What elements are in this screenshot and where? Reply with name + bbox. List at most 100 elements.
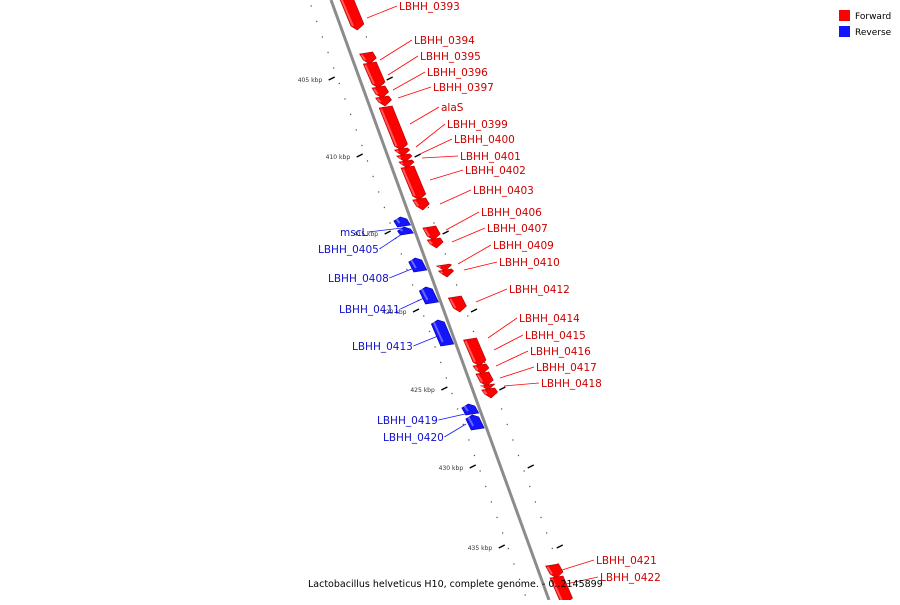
gene-label-lbhh-0419[interactable]: LBHH_0419 — [377, 415, 438, 427]
gene-label-lbhh-0412[interactable]: LBHH_0412 — [509, 284, 570, 296]
major-tick-right — [470, 308, 478, 313]
gene-label-lbhh-0394[interactable]: LBHH_0394 — [414, 35, 475, 47]
gene-arrow[interactable] — [461, 403, 480, 416]
gene-label-connector — [565, 576, 599, 585]
minor-tick-left — [428, 330, 431, 333]
gene-label-lbhh-0399[interactable]: LBHH_0399 — [447, 119, 508, 131]
gene-lbhh-0418[interactable] — [481, 387, 498, 399]
gene-label-lbhh-0406[interactable]: LBHH_0406 — [481, 207, 542, 219]
gene-arrow[interactable] — [400, 165, 427, 201]
gene-lbhh-0395[interactable] — [362, 61, 386, 89]
gene-label-alas[interactable]: alaS — [441, 102, 464, 114]
gene-arrow[interactable] — [398, 159, 415, 169]
gene-lbhh-0406[interactable] — [422, 225, 441, 241]
gene-lbhh-0413[interactable] — [430, 319, 455, 347]
gene-arrow[interactable] — [475, 371, 494, 387]
gene-lbhh-0420[interactable] — [465, 414, 485, 431]
gene-arrow[interactable] — [463, 337, 487, 367]
gene-label-lbhh-0415[interactable]: LBHH_0415 — [525, 330, 586, 342]
gene-label-lbhh-0422[interactable]: LBHH_0422 — [600, 572, 661, 584]
gene-lbhh-0403[interactable] — [412, 197, 430, 211]
gene-label-lbhh-0420[interactable]: LBHH_0420 — [383, 432, 444, 444]
gene-label-lbhh-0408[interactable]: LBHH_0408 — [328, 273, 389, 285]
minor-tick-left — [513, 563, 515, 565]
gene-lbhh-0419[interactable] — [461, 403, 480, 416]
gene-labels-layer: LBHH_0393 LBHH_0394 LBHH_0395 LBHH_0396 LBHH… — [318, 1, 661, 585]
gene-arrow[interactable] — [418, 286, 439, 305]
gene-arrow[interactable] — [465, 414, 485, 431]
gene-label-lbhh-0407[interactable]: LBHH_0407 — [487, 223, 548, 235]
gene-label-lbhh-0416[interactable]: LBHH_0416 — [530, 346, 591, 358]
gene-lbhh-0411[interactable] — [418, 286, 439, 305]
gene-arrow[interactable] — [393, 216, 411, 228]
gene-label-lbhh-0397[interactable]: LBHH_0397 — [433, 82, 494, 94]
gene-label-lbhh-0413[interactable]: LBHH_0413 — [352, 341, 413, 353]
gene-lbhh-0407[interactable] — [426, 237, 444, 249]
gene-label-lbhh-0410[interactable]: LBHH_0410 — [499, 257, 560, 269]
gene-arrow[interactable] — [397, 226, 414, 236]
gene-lbhh-0412[interactable] — [447, 295, 467, 313]
gene-label-lbhh-0409[interactable]: LBHH_0409 — [493, 240, 554, 252]
minor-tick-right — [455, 284, 458, 286]
gene-label-connector — [419, 138, 453, 155]
gene-arrow[interactable] — [362, 61, 386, 89]
gene-lbhh-0393[interactable] — [339, 0, 365, 31]
gene-lbhh-0400[interactable] — [396, 153, 413, 163]
gene-label-mscl[interactable]: mscL — [340, 227, 367, 239]
gene-lbhh-0399[interactable] — [393, 147, 411, 157]
gene-label-lbhh-0418[interactable]: LBHH_0418 — [541, 378, 602, 390]
gene-lbhh-0416[interactable] — [475, 371, 494, 387]
gene-arrow[interactable] — [430, 319, 455, 347]
gene-label-lbhh-0421[interactable]: LBHH_0421 — [596, 555, 657, 567]
gene-label-lbhh-0401[interactable]: LBHH_0401 — [460, 151, 521, 163]
gene-label-lbhh-0393[interactable]: LBHH_0393 — [399, 1, 460, 13]
gene-lbhh-0417[interactable] — [480, 383, 496, 391]
gene-lbhh-0409[interactable] — [435, 263, 453, 272]
gene-arrow[interactable] — [393, 147, 411, 157]
gene-arrow[interactable] — [545, 563, 564, 579]
minor-tick-left — [456, 408, 459, 410]
gene-label-lbhh-0414[interactable]: LBHH_0414 — [519, 313, 580, 325]
gene-label-lbhh-0395[interactable]: LBHH_0395 — [420, 51, 481, 63]
gene-arrow[interactable] — [480, 383, 496, 391]
gene-arrow[interactable] — [437, 268, 455, 278]
gene-lbhh-0414[interactable] — [463, 337, 487, 367]
gene-alas[interactable] — [378, 105, 408, 151]
gene-label-lbhh-0403[interactable]: LBHH_0403 — [473, 185, 534, 197]
gene-arrow[interactable] — [396, 153, 413, 163]
gene-arrow[interactable] — [447, 295, 467, 313]
gene-lbhh-0402[interactable] — [400, 165, 427, 201]
gene-lbhh-0394[interactable] — [359, 51, 377, 65]
gene-arrow[interactable] — [378, 105, 408, 151]
gene-arrow[interactable] — [435, 263, 453, 272]
gene-label-connector — [444, 423, 467, 438]
minor-tick-left — [321, 36, 324, 38]
gene-arrow[interactable] — [339, 0, 365, 31]
gene-lbhh-0396[interactable] — [371, 85, 389, 99]
gene-arrow[interactable] — [472, 363, 490, 375]
legend-forward-label: Forward — [855, 12, 891, 22]
gene-arrow-highlight — [477, 374, 484, 383]
gene-label-lbhh-0405[interactable]: LBHH_0405 — [318, 244, 379, 256]
gene-lbhh-0415[interactable] — [472, 363, 490, 375]
gene-arrow[interactable] — [371, 85, 389, 99]
gene-arrow[interactable] — [426, 237, 444, 249]
gene-arrow[interactable] — [375, 95, 392, 107]
gene-arrow[interactable] — [359, 51, 377, 65]
gene-arrow[interactable] — [412, 197, 430, 211]
minor-tick-right — [529, 485, 531, 488]
gene-label-lbhh-0400[interactable]: LBHH_0400 — [454, 134, 515, 146]
gene-lbhh-0401[interactable] — [398, 159, 415, 169]
minor-tick-left — [411, 284, 414, 286]
gene-label-lbhh-0417[interactable]: LBHH_0417 — [536, 362, 597, 374]
gene-lbhh-0410[interactable] — [437, 268, 455, 278]
minor-tick-left — [310, 5, 312, 7]
gene-lbhh-0421[interactable] — [545, 563, 564, 579]
gene-label-lbhh-0411[interactable]: LBHH_0411 — [339, 304, 400, 316]
gene-label-lbhh-0402[interactable]: LBHH_0402 — [465, 165, 526, 177]
gene-label-lbhh-0396[interactable]: LBHH_0396 — [427, 67, 488, 79]
gene-arrow[interactable] — [481, 387, 498, 399]
gene-mscl[interactable] — [393, 216, 411, 228]
gene-lbhh-0397[interactable] — [375, 95, 392, 107]
gene-arrow[interactable] — [422, 225, 441, 241]
